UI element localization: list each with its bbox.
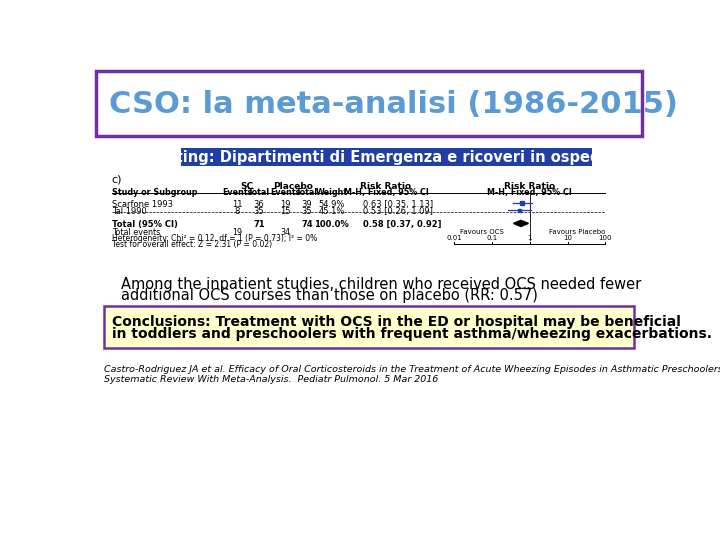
FancyBboxPatch shape (104, 306, 634, 348)
Text: 35: 35 (302, 207, 312, 216)
Text: Weight: Weight (316, 188, 348, 197)
Text: 74: 74 (301, 220, 312, 230)
Text: Total (95% CI): Total (95% CI) (112, 220, 178, 230)
Text: 34: 34 (280, 228, 290, 237)
Bar (520, 200, 524, 205)
Text: 19: 19 (232, 228, 243, 237)
Text: Conclusions: Treatment with OCS in the ED or hospital may be beneficial: Conclusions: Treatment with OCS in the E… (112, 315, 680, 329)
Bar (518, 208, 521, 212)
Text: M-H, Fixed, 95% CI: M-H, Fixed, 95% CI (487, 188, 572, 197)
Text: Setting: Dipartimenti di Emergenza e ricoveri in ospedale: Setting: Dipartimenti di Emergenza e ric… (148, 150, 626, 165)
Text: in toddlers and preschoolers with frequent asthma/wheezing exacerbations.: in toddlers and preschoolers with freque… (112, 327, 711, 341)
Text: 15: 15 (280, 207, 291, 216)
Text: Favours OCS: Favours OCS (460, 229, 504, 235)
Text: 8: 8 (235, 207, 240, 216)
Text: 36: 36 (253, 200, 264, 208)
Text: 0.63 [0.35, 1.13]: 0.63 [0.35, 1.13] (363, 200, 433, 208)
Text: Total: Total (248, 188, 270, 197)
Text: 0.53 [0.26, 1.09]: 0.53 [0.26, 1.09] (363, 207, 433, 216)
Text: 1: 1 (528, 235, 532, 241)
Text: Scarfone 1993: Scarfone 1993 (112, 200, 173, 208)
Text: Total events: Total events (112, 228, 160, 237)
Text: Events: Events (222, 188, 253, 197)
Text: 45.1%: 45.1% (319, 207, 345, 216)
Text: Events: Events (270, 188, 300, 197)
Text: Tal 1990: Tal 1990 (112, 207, 146, 216)
Text: 11: 11 (232, 200, 243, 208)
Text: Among the inpatient studies, children who received OCS needed fewer: Among the inpatient studies, children wh… (121, 276, 642, 292)
Text: 19: 19 (280, 200, 291, 208)
Text: 71: 71 (253, 220, 265, 230)
Text: 100: 100 (598, 235, 612, 241)
Polygon shape (513, 220, 528, 226)
Text: CSO: la meta-analisi (1986-2015): CSO: la meta-analisi (1986-2015) (109, 90, 678, 119)
Text: Favours Placebo: Favours Placebo (549, 229, 606, 235)
Text: 0.01: 0.01 (446, 235, 462, 241)
Text: Study or Subgroup: Study or Subgroup (112, 188, 197, 197)
Text: Heterogeneity: Chi² = 0.12, df = 1 (P = 0.73); I² = 0%: Heterogeneity: Chi² = 0.12, df = 1 (P = … (112, 234, 317, 243)
Text: c): c) (112, 175, 122, 185)
Text: Placebo: Placebo (273, 182, 313, 191)
Text: 10: 10 (563, 235, 572, 241)
Text: 0.1: 0.1 (487, 235, 498, 241)
Text: Castro-Rodriguez JA et al. Efficacy of Oral Corticosteroids in the Treatment of : Castro-Rodriguez JA et al. Efficacy of O… (104, 365, 720, 384)
Text: additional OCS courses than those on placebo (RR: 0.57): additional OCS courses than those on pla… (121, 288, 538, 303)
Text: Test for overall effect: Z = 2.31 (P = 0.02): Test for overall effect: Z = 2.31 (P = 0… (112, 240, 272, 248)
Text: M-H, Fixed, 95% CI: M-H, Fixed, 95% CI (343, 188, 428, 197)
Text: SC: SC (240, 182, 254, 191)
FancyBboxPatch shape (96, 71, 642, 136)
Text: 35: 35 (253, 207, 264, 216)
Text: 54.9%: 54.9% (319, 200, 345, 208)
Text: Risk Ratio: Risk Ratio (361, 182, 412, 191)
Text: 39: 39 (302, 200, 312, 208)
Text: Risk Ratio: Risk Ratio (504, 182, 555, 191)
FancyBboxPatch shape (181, 148, 593, 166)
Text: 0.58 [0.37, 0.92]: 0.58 [0.37, 0.92] (363, 220, 441, 230)
Text: Total: Total (296, 188, 318, 197)
Text: 100.0%: 100.0% (315, 220, 349, 230)
